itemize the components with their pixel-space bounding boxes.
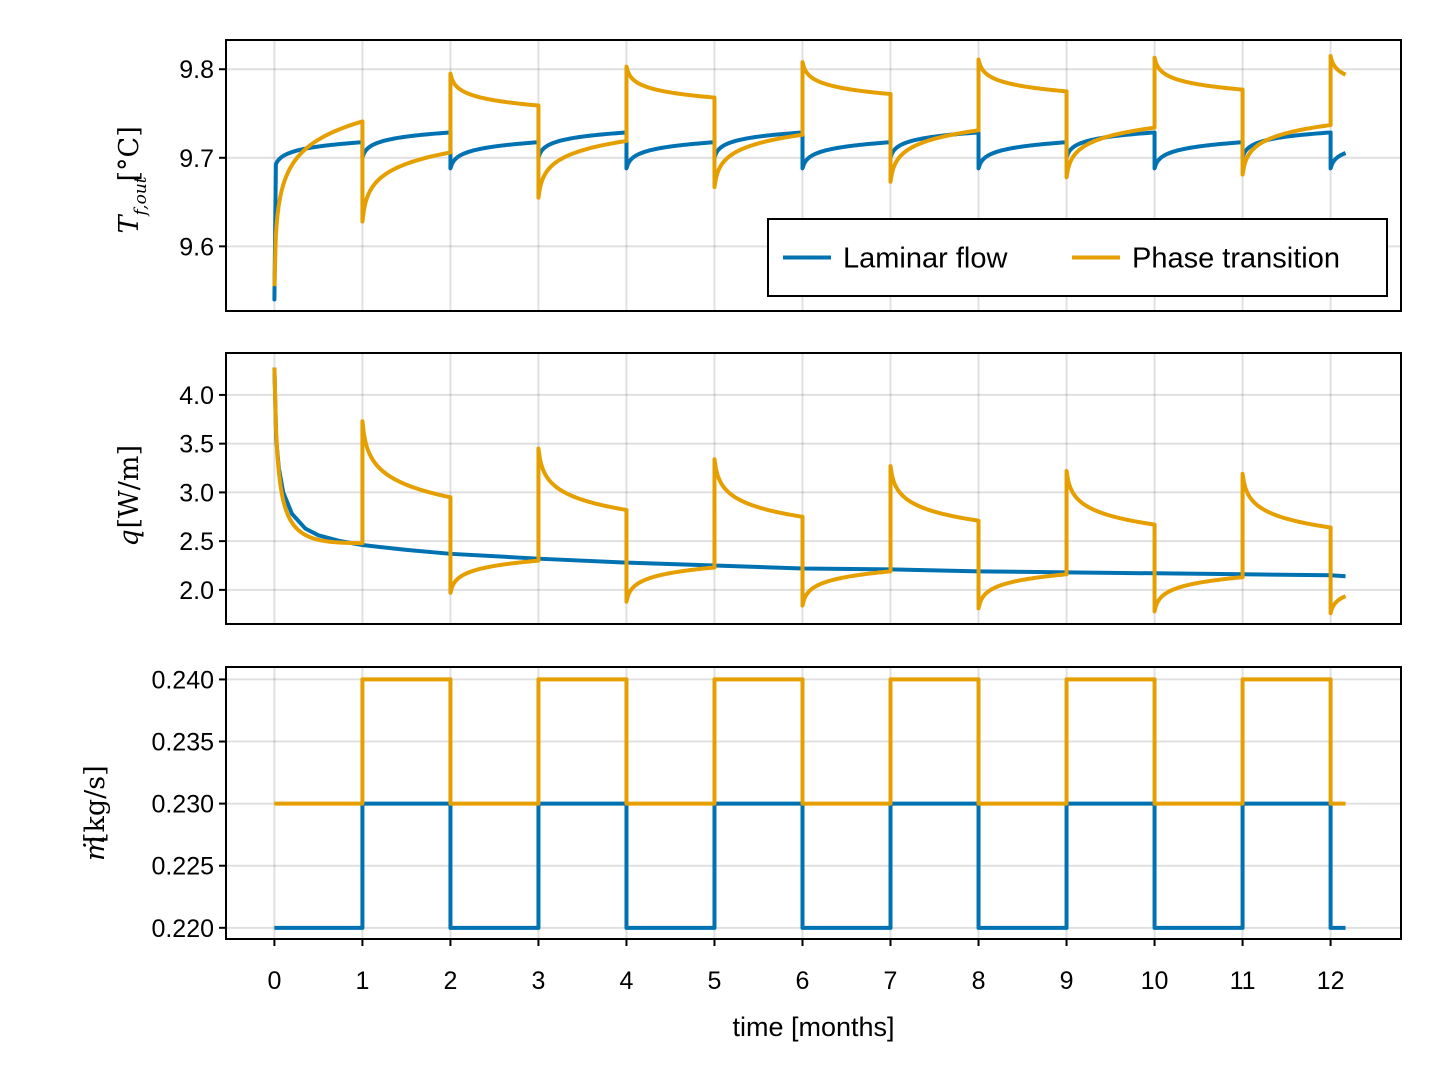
mass-flow-y-tick-label: 0.220 (151, 915, 214, 943)
mass-flow-y-tick-label: 0.230 (151, 791, 214, 819)
mass-flow-y-tick-label: 0.225 (151, 853, 214, 881)
heat-rate-y-tick-label: 3.5 (179, 431, 214, 459)
mass-flow-series (274, 677, 1346, 930)
x-tick-label: 11 (1230, 967, 1256, 995)
heat-rate-y-tick-label: 3.0 (179, 479, 214, 507)
temperature-y-tick-label: 9.6 (179, 233, 214, 261)
mass-flow-y-tick-label: 0.240 (151, 666, 214, 694)
x-axis-ticks: 0 1 2 3 4 5 6 7 8 9 10 11 12 (267, 939, 1344, 995)
x-tick-label: 6 (796, 967, 810, 995)
temperature-y-label-subscript: f,out (131, 176, 151, 217)
mass-flow-series-laminar-flow (274, 801, 1346, 930)
x-tick-label: 10 (1141, 967, 1169, 995)
heat-rate-grid (226, 353, 1401, 624)
x-tick-label: 1 (355, 967, 369, 995)
heat-rate-y-tick-label: 2.5 (179, 528, 214, 556)
legend: Laminar flow Phase transition (767, 218, 1388, 297)
x-tick-label: 12 (1317, 967, 1345, 995)
mass-flow-y-tick-label: 0.235 (151, 729, 214, 757)
x-tick-label: 2 (443, 967, 457, 995)
heat-rate-y-axis-label: q [W/m] (114, 445, 145, 547)
heat-rate-y-tick-label: 4.0 (179, 382, 214, 410)
heat-rate-y-label-unit: [W/m] (114, 445, 145, 529)
mass-flow-series-phase-transition (274, 677, 1346, 806)
temperature-y-axis-label: T f,out [°C] (114, 126, 151, 233)
temperature-series (272, 53, 1348, 302)
temperature-series-laminar-flow (272, 130, 1347, 302)
mass-flow-y-ticks: 0.220 0.225 0.230 0.235 0.240 (151, 666, 226, 943)
heat-rate-panel: 2.0 2.5 3.0 3.5 4.0 q [W/m] (114, 352, 1402, 625)
legend-label-laminar-flow: Laminar flow (843, 243, 1008, 275)
x-tick-label: 7 (884, 967, 898, 995)
heat-rate-series-laminar-flow (272, 367, 1346, 579)
x-tick-label: 9 (1060, 967, 1074, 995)
heat-rate-series-phase-transition (272, 367, 1348, 616)
x-axis-label: time [months] (732, 1012, 894, 1042)
heat-rate-plot-frame (225, 352, 1402, 625)
heat-rate-y-ticks: 2.0 2.5 3.0 3.5 4.0 (179, 382, 226, 605)
temperature-y-tick-label: 9.7 (179, 145, 214, 173)
x-tick-label: 3 (532, 967, 546, 995)
heat-rate-y-label-main: q (114, 529, 145, 546)
x-tick-label: 8 (972, 967, 986, 995)
temperature-y-label-unit: [°C] (114, 126, 145, 181)
temperature-y-tick-label: 9.8 (179, 56, 214, 84)
x-tick-label: 0 (267, 967, 281, 995)
temperature-panel: 9.6 9.7 9.8 T f,out [°C] Laminar flow Phas… (114, 39, 1402, 312)
heat-rate-y-tick-label: 2.0 (179, 577, 214, 605)
temperature-y-label-main: T (114, 214, 145, 234)
heat-rate-series (272, 367, 1348, 616)
temperature-plot-frame (225, 39, 1402, 312)
x-tick-label: 5 (708, 967, 722, 995)
mass-flow-y-label-unit: [kg/s] (80, 765, 111, 843)
mass-flow-y-label-main: ṁ (80, 835, 111, 861)
temperature-y-ticks: 9.6 9.7 9.8 (179, 56, 226, 261)
temperature-series-phase-transition (272, 53, 1348, 287)
mass-flow-y-axis-label: ṁ [kg/s] (80, 765, 111, 861)
legend-label-phase-transition: Phase transition (1132, 243, 1340, 275)
x-tick-label: 4 (620, 967, 634, 995)
